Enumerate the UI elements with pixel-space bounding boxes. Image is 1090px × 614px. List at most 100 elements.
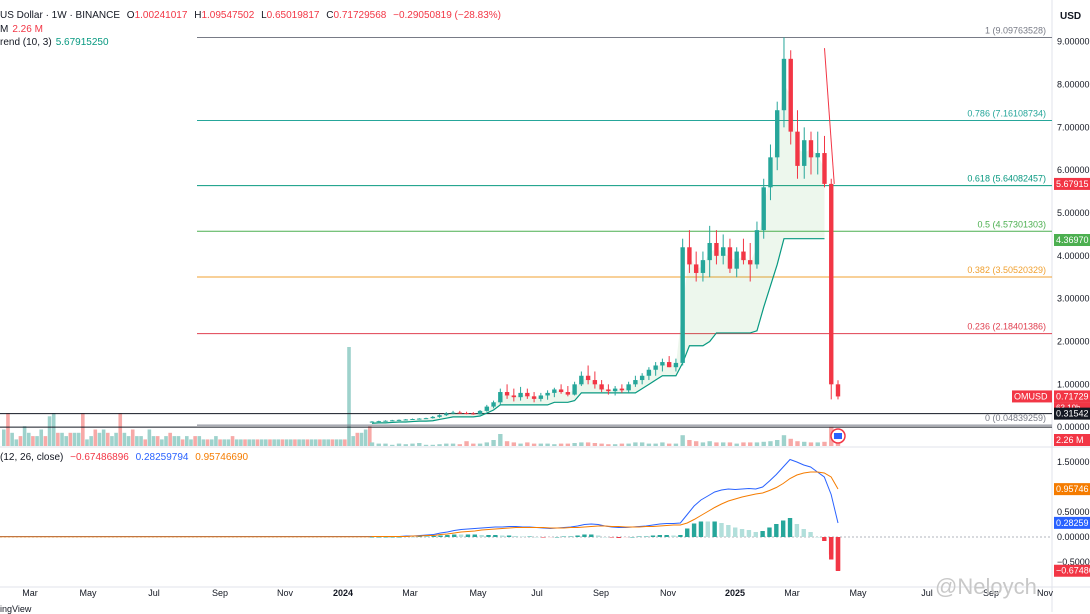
signal-line xyxy=(372,471,839,537)
volume-bar xyxy=(680,435,685,446)
volume-bar xyxy=(185,436,189,446)
volume-bar xyxy=(815,442,820,446)
volume-bar xyxy=(606,444,611,446)
macd-histogram-bar xyxy=(760,531,765,537)
candle-body xyxy=(471,413,476,415)
candle-body xyxy=(383,420,388,422)
volume-bar xyxy=(130,429,135,446)
candle-body xyxy=(518,392,523,398)
macd-histogram-bar xyxy=(424,536,430,537)
volume-bar xyxy=(318,439,322,446)
candle-body xyxy=(376,421,381,423)
time-axis-label: Sep xyxy=(212,588,228,598)
macd-histogram-bar xyxy=(547,537,553,538)
macd-histogram-bar xyxy=(445,535,450,537)
candle-body xyxy=(707,242,712,261)
change-value: −0.29050819 (−28.83%) xyxy=(393,10,501,21)
currency-label[interactable]: USD xyxy=(1060,11,1082,22)
time-axis-label: Jul xyxy=(148,588,160,598)
macd-price-tag-bg xyxy=(1054,564,1090,577)
macd-histogram-bar xyxy=(726,525,731,537)
price-tag-bg xyxy=(1054,407,1090,420)
volume-bar xyxy=(383,443,388,446)
volume-bar xyxy=(403,444,408,446)
volume-bar xyxy=(355,432,360,446)
volume-bar xyxy=(592,443,598,446)
macd-histogram-bar xyxy=(767,527,772,537)
candle-body xyxy=(835,384,841,397)
price-tick-label: 2.00000 xyxy=(1057,336,1090,346)
volume-bar xyxy=(437,444,442,446)
macd-tick-label: −0.50000 xyxy=(1057,557,1090,567)
supertrend-label: rend (10, 3) xyxy=(0,37,52,48)
macd-histogram-bar xyxy=(383,537,388,538)
macd-histogram-bar xyxy=(595,535,601,537)
close-value: 0.71729568 xyxy=(333,10,387,21)
macd-histogram-bar xyxy=(458,534,464,537)
time-axis-label: Sep xyxy=(983,588,999,598)
macd-histogram-bar xyxy=(623,537,628,538)
symbol-label[interactable]: US Dollar · 1W · BINANCE xyxy=(0,10,121,21)
fib-level-label: 0.5 (4.57301303) xyxy=(977,219,1046,229)
macd-histogram-bar xyxy=(746,530,752,537)
candle-body xyxy=(410,419,415,421)
volume-bar xyxy=(155,436,160,446)
volume-bar xyxy=(768,441,773,446)
macd-histogram-bar xyxy=(369,537,375,538)
candle-body xyxy=(802,140,807,166)
volume-bar xyxy=(673,443,679,446)
macd-price-tag-bg xyxy=(1054,516,1090,529)
candle-body xyxy=(585,375,591,381)
price-tag-prefix: OMUSD xyxy=(1014,391,1048,401)
volume-bar xyxy=(368,426,372,446)
candle-body xyxy=(761,187,766,231)
volume-bar xyxy=(197,436,202,446)
volume-bar xyxy=(343,439,347,446)
time-axis-label: Jul xyxy=(921,588,933,598)
volume-bar xyxy=(795,441,800,446)
macd-histogram-bar xyxy=(534,537,539,538)
macd-histogram-bar xyxy=(541,537,546,538)
candle-body xyxy=(660,362,665,366)
candle-body xyxy=(498,392,503,403)
time-axis-label: Mar xyxy=(22,588,38,598)
volume-bar xyxy=(89,436,93,446)
time-axis-label: Mar xyxy=(784,588,800,598)
volume-bar xyxy=(599,443,604,446)
fib-level-label: 0 (0.04839259) xyxy=(985,413,1046,423)
volume-bar xyxy=(135,436,139,446)
time-axis-label: 2024 xyxy=(333,588,353,598)
volume-bar xyxy=(288,439,293,446)
volume-bar xyxy=(93,429,98,446)
volume-bar xyxy=(313,439,318,446)
volume-bar xyxy=(775,440,780,446)
macd-histogram-bar xyxy=(733,527,738,537)
time-axis-label: May xyxy=(79,588,97,598)
volume-bar xyxy=(305,439,310,446)
volume-value: 2.26 M xyxy=(12,24,43,35)
volume-bar xyxy=(525,442,530,446)
candle-body xyxy=(531,396,537,399)
volume-bar xyxy=(209,439,214,446)
macd-histogram-bar xyxy=(712,521,717,537)
volume-bar xyxy=(359,432,364,446)
macd-histogram-bar xyxy=(753,532,758,537)
volume-bar xyxy=(105,432,110,446)
macd-histogram-bar xyxy=(602,537,608,538)
volume-bar xyxy=(558,443,564,446)
volume-bar xyxy=(10,432,14,446)
open-value: 1.00241017 xyxy=(134,10,188,21)
price-tick-label: 8.00000 xyxy=(1057,80,1090,90)
volume-bar xyxy=(97,432,102,446)
macd-histogram-bar xyxy=(739,529,745,537)
volume-bar xyxy=(110,436,114,446)
volume-bar xyxy=(619,443,625,446)
candle-body xyxy=(700,260,706,273)
candle-body xyxy=(775,110,780,158)
candle-body xyxy=(484,406,490,411)
volume-bar xyxy=(168,432,172,446)
candle-body xyxy=(606,389,611,392)
macd-histogram-bar xyxy=(479,535,484,537)
volume-bar xyxy=(309,439,314,446)
